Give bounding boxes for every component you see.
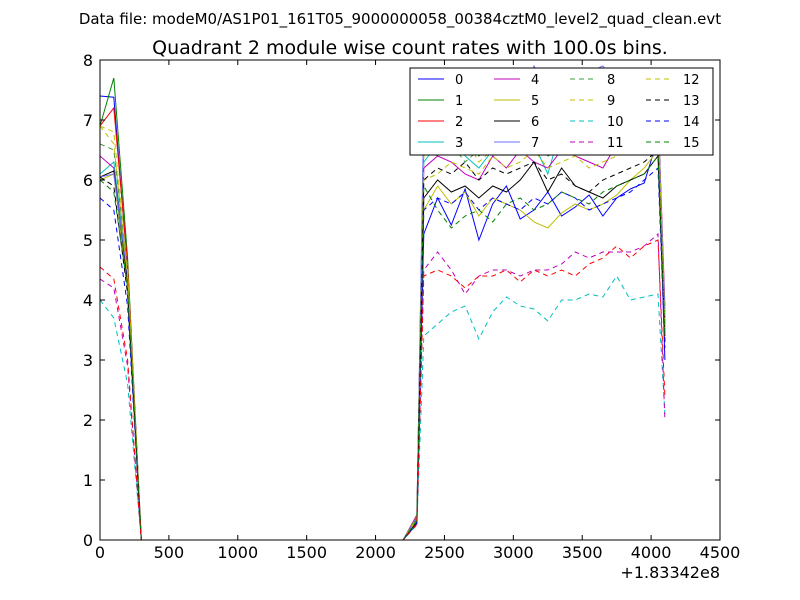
series-line-3 <box>100 101 666 540</box>
y-tick-label: 3 <box>83 351 93 370</box>
series-line-5 <box>100 148 666 540</box>
legend-label: 5 <box>531 94 539 109</box>
x-tick-label: 2500 <box>424 543 465 562</box>
legend-label: 2 <box>455 115 463 130</box>
series-line-9 <box>100 112 666 540</box>
legend-box <box>409 67 714 156</box>
x-tick-label: 1000 <box>217 543 258 562</box>
x-tick-label: 1500 <box>286 543 327 562</box>
series-line-12 <box>100 125 666 540</box>
x-tick-label: 2000 <box>355 543 396 562</box>
x-tick-label: 4000 <box>631 543 672 562</box>
series-line-13 <box>100 148 666 540</box>
x-tick-label: 3000 <box>493 543 534 562</box>
series-line-10 <box>100 275 666 540</box>
x-offset-label: +1.83342e8 <box>620 563 720 582</box>
y-tick-label: 1 <box>83 471 93 490</box>
y-tick-label: 4 <box>83 291 93 310</box>
legend-label: 8 <box>607 73 615 88</box>
y-tick-label: 5 <box>83 231 93 250</box>
legend-label: 4 <box>531 73 539 88</box>
legend-label: 14 <box>683 115 700 130</box>
legend-label: 11 <box>607 136 624 151</box>
series-line-14 <box>100 166 666 540</box>
y-tick-label: 6 <box>83 171 93 190</box>
y-tick-label: 0 <box>83 531 93 550</box>
y-tick-label: 8 <box>83 51 93 70</box>
x-tick-label: 0 <box>95 543 105 562</box>
x-tick-label: 3500 <box>562 543 603 562</box>
legend-label: 12 <box>683 73 700 88</box>
series-line-8 <box>100 119 666 540</box>
axis-layer: 0 500 1000 1500 2000 2500 3000 3500 4000 45000123… <box>83 51 741 562</box>
series-line-6 <box>100 154 666 540</box>
x-tick-label: 500 <box>154 543 185 562</box>
chart-suptitle: Data file: modeM0/AS1P01_161T05_90000000… <box>79 10 721 29</box>
legend-label: 0 <box>455 73 463 88</box>
legend-label: 9 <box>607 94 615 109</box>
legend-label: 1 <box>455 94 463 109</box>
legend-label: 7 <box>531 136 539 151</box>
legend-label: 6 <box>531 115 539 130</box>
chart-title: Quadrant 2 module wise count rates with … <box>152 37 668 59</box>
legend-label: 15 <box>683 136 700 151</box>
series-line-15 <box>100 154 666 540</box>
x-tick-label: 4500 <box>700 543 741 562</box>
legend-label: 3 <box>455 136 463 151</box>
series-line-11 <box>100 232 666 540</box>
legend-label: 10 <box>607 115 624 130</box>
series-line-0 <box>100 95 666 540</box>
legend-label: 13 <box>683 94 700 109</box>
series-line-16 <box>100 239 666 540</box>
y-tick-label: 2 <box>83 411 93 430</box>
y-tick-label: 7 <box>83 111 93 130</box>
